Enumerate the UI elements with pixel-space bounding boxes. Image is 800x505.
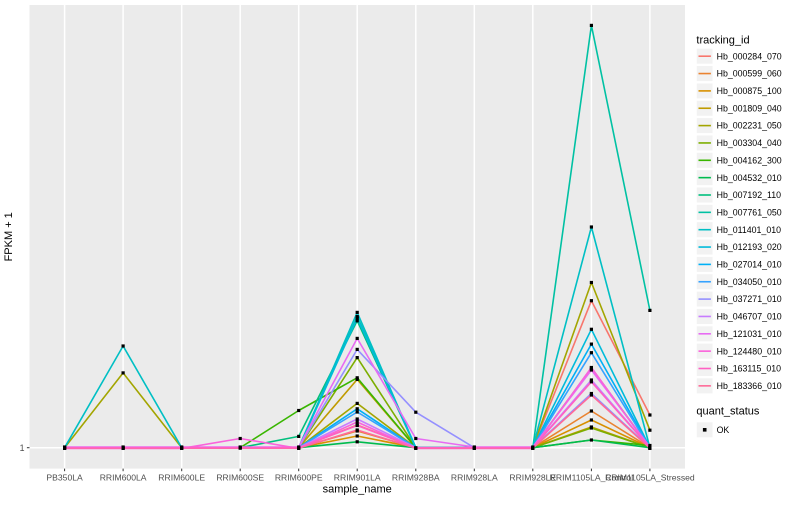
svg-text:Hb_046707_010: Hb_046707_010	[717, 312, 782, 322]
svg-text:Hb_124480_010: Hb_124480_010	[717, 346, 782, 356]
svg-text:RRIM901LA: RRIM901LA	[334, 472, 381, 482]
svg-text:PB350LA: PB350LA	[46, 472, 83, 482]
svg-text:1: 1	[20, 443, 25, 453]
svg-text:RRIM928BA: RRIM928BA	[392, 472, 440, 482]
svg-text:Hb_000875_100: Hb_000875_100	[717, 86, 782, 96]
svg-text:Hb_002231_050: Hb_002231_050	[717, 121, 782, 131]
svg-text:Hb_027014_010: Hb_027014_010	[717, 260, 782, 270]
svg-text:Hb_163115_010: Hb_163115_010	[717, 364, 782, 374]
svg-text:Hb_011401_010: Hb_011401_010	[717, 225, 782, 235]
svg-text:Hb_004532_010: Hb_004532_010	[717, 173, 782, 183]
svg-text:Hb_183366_010: Hb_183366_010	[717, 381, 782, 391]
svg-text:Hb_037271_010: Hb_037271_010	[717, 294, 782, 304]
svg-text:tracking_id: tracking_id	[696, 35, 749, 47]
svg-text:Hb_000284_070: Hb_000284_070	[717, 51, 782, 61]
svg-text:Hb_001809_040: Hb_001809_040	[717, 103, 782, 113]
svg-text:Hb_003304_040: Hb_003304_040	[717, 138, 782, 148]
svg-text:RRIM600PE: RRIM600PE	[275, 472, 323, 482]
svg-text:RRIM600SE: RRIM600SE	[216, 472, 264, 482]
svg-text:RRIM928LE: RRIM928LE	[509, 472, 556, 482]
svg-text:RRIM600LE: RRIM600LE	[158, 472, 205, 482]
svg-text:Hb_004162_300: Hb_004162_300	[717, 155, 782, 165]
svg-text:RRIM600LA: RRIM600LA	[100, 472, 147, 482]
svg-text:quant_status: quant_status	[696, 406, 759, 418]
svg-text:RRIM1105LA_Control: RRIM1105LA_Control	[550, 472, 634, 482]
svg-text:Hb_007192_110: Hb_007192_110	[717, 190, 782, 200]
svg-text:Hb_000599_060: Hb_000599_060	[717, 69, 782, 79]
svg-text:FPKM + 1: FPKM + 1	[3, 212, 15, 261]
svg-text:OK: OK	[717, 425, 730, 435]
svg-text:sample_name: sample_name	[323, 484, 392, 496]
svg-text:Hb_034050_010: Hb_034050_010	[717, 277, 782, 287]
svg-text:Hb_012193_020: Hb_012193_020	[717, 242, 782, 252]
svg-text:Hb_121031_010: Hb_121031_010	[717, 329, 782, 339]
svg-text:RRIM1105LA_Stressed: RRIM1105LA_Stressed	[605, 472, 695, 482]
svg-text:RRIM928LA: RRIM928LA	[451, 472, 498, 482]
svg-text:Hb_007761_050: Hb_007761_050	[717, 207, 782, 217]
